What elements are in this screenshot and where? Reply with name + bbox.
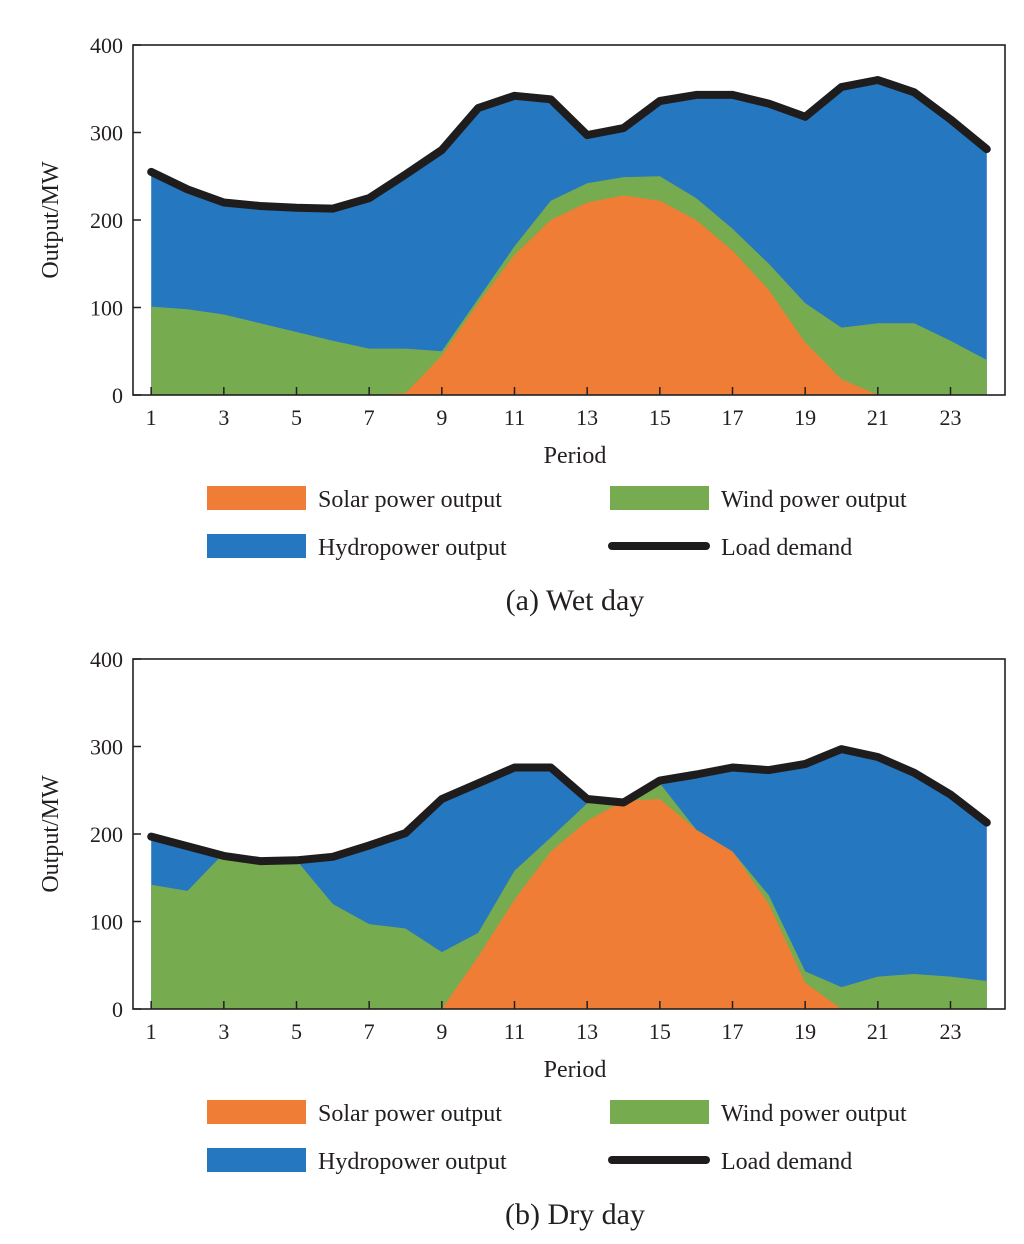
load-demand-line — [147, 76, 991, 213]
x-tick-label: 21 — [867, 1019, 889, 1044]
x-tick-label: 11 — [504, 1019, 525, 1044]
x-tick-label: 23 — [940, 1019, 962, 1044]
y-tick-label: 0 — [112, 997, 123, 1022]
y-tick-label: 300 — [90, 121, 123, 146]
legend: Solar power output Wind power output Hydro… — [207, 1100, 907, 1175]
x-tick-label: 9 — [436, 405, 447, 430]
x-tick-label: 17 — [722, 1019, 744, 1044]
panel-caption: (b) Dry day — [505, 1198, 645, 1231]
y-tick-label: 100 — [90, 910, 123, 935]
legend-label-wind: Wind power output — [721, 1101, 907, 1127]
x-tick-label: 1 — [146, 405, 157, 430]
x-tick-label: 3 — [218, 1019, 229, 1044]
y-tick-label: 400 — [90, 647, 123, 672]
y-axis-label: Output/MW — [38, 161, 64, 279]
x-tick-label: 15 — [649, 405, 671, 430]
y-tick-label: 100 — [90, 296, 123, 321]
legend-label-solar: Solar power output — [318, 1101, 502, 1127]
x-tick-label: 19 — [794, 405, 816, 430]
legend-swatch-wind — [610, 1100, 709, 1124]
legend-swatch-solar — [207, 486, 306, 510]
legend-swatch-hydro — [207, 1148, 306, 1172]
x-tick-label: 23 — [940, 405, 962, 430]
x-tick-label: 5 — [291, 405, 302, 430]
legend-swatch-hydro — [207, 534, 306, 558]
x-tick-label: 13 — [576, 1019, 598, 1044]
x-tick-label: 11 — [504, 405, 525, 430]
panel-caption: (a) Wet day — [506, 584, 645, 617]
solar-area — [151, 799, 987, 1009]
y-tick-label: 300 — [90, 735, 123, 760]
x-tick-label: 5 — [291, 1019, 302, 1044]
x-tick-label: 3 — [218, 405, 229, 430]
x-tick-label: 9 — [436, 1019, 447, 1044]
legend-label-hydro: Hydropower output — [318, 535, 507, 561]
legend-swatch-solar — [207, 1100, 306, 1124]
y-tick-label: 200 — [90, 822, 123, 847]
x-axis-label: Period — [544, 443, 607, 469]
x-tick-label: 7 — [364, 1019, 375, 1044]
x-tick-label: 21 — [867, 405, 889, 430]
y-tick-label: 400 — [90, 33, 123, 58]
legend-label-load: Load demand — [721, 1149, 852, 1175]
x-tick-label: 13 — [576, 405, 598, 430]
legend-label-wind: Wind power output — [721, 487, 907, 513]
legend: Solar power output Wind power output Hydro… — [207, 486, 907, 561]
legend-label-hydro: Hydropower output — [318, 1149, 507, 1175]
y-tick-label: 200 — [90, 208, 123, 233]
legend-label-load: Load demand — [721, 535, 852, 561]
x-tick-label: 1 — [146, 1019, 157, 1044]
y-tick-label: 0 — [112, 383, 123, 408]
x-tick-label: 17 — [722, 405, 744, 430]
x-axis-label: Period — [544, 1057, 607, 1083]
x-tick-label: 15 — [649, 1019, 671, 1044]
y-axis-label: Output/MW — [38, 775, 64, 893]
load-demand-line — [147, 745, 991, 866]
legend-swatch-wind — [610, 486, 709, 510]
x-tick-label: 7 — [364, 405, 375, 430]
x-tick-label: 19 — [794, 1019, 816, 1044]
legend-label-solar: Solar power output — [318, 487, 502, 513]
solar-area — [151, 195, 987, 395]
